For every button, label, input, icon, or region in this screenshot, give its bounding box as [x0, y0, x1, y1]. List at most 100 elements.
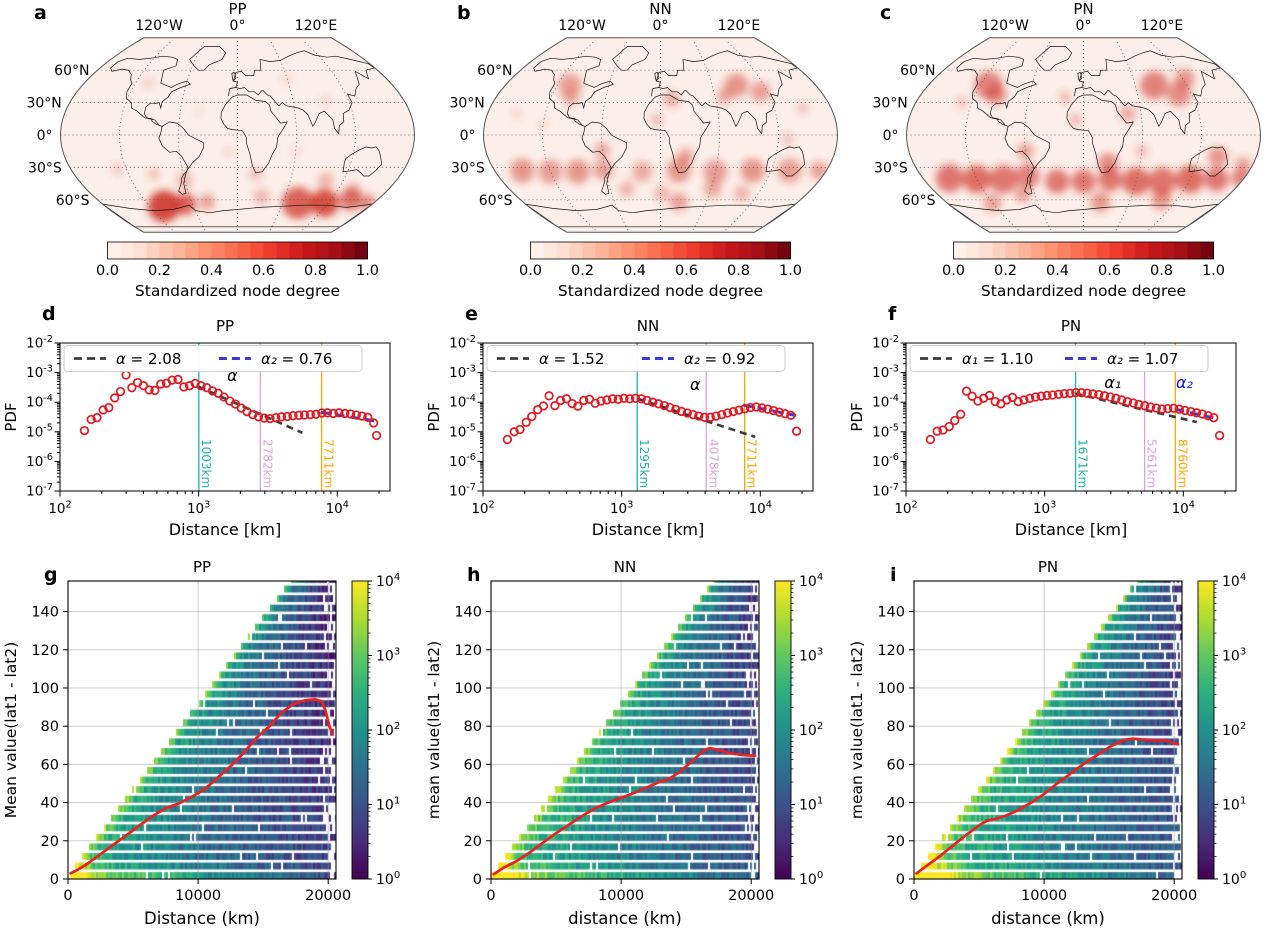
y-axis-label: Mean value(lat1 - lat2) [2, 642, 20, 819]
map-title: PP [228, 0, 246, 18]
panel-letter-c: c [880, 2, 892, 24]
heat-blobs [510, 73, 828, 211]
y-tick-label: 100 [877, 681, 905, 697]
svg-text:103: 103 [1222, 647, 1246, 665]
x-tick-label: 0 [486, 888, 495, 904]
panel-g: g 0 10000 20000 0 20 40 60 80 100 120 140 PP Distanc… [0, 558, 423, 929]
colorbar-tick-label: 1.0 [779, 263, 802, 279]
svg-text:10-5: 10-5 [872, 423, 899, 441]
mean-line [69, 698, 334, 875]
vline-label: 1295km [637, 439, 651, 488]
lon-tick-label: 120°E [1141, 18, 1184, 34]
y-tick-label: 40 [41, 796, 59, 812]
y-axis-label: mean value(lat1 - lat2) [848, 641, 866, 819]
colorbar-tick-label: 0.0 [96, 263, 119, 279]
y-tick-label: 20 [464, 834, 482, 850]
lat-tick-label: 30°S [28, 160, 62, 176]
axis-ticks [486, 611, 752, 884]
lat-tick-label: 30°S [451, 160, 485, 176]
axes-box [490, 580, 760, 880]
panel-e: e NN 1295km 4078km 7711km 102 103 104 10-2 10-3 1… [423, 303, 846, 558]
colorbar-tick-label: 1.0 [356, 263, 379, 279]
lat-tick-label: 30°S [874, 160, 908, 176]
pdf-plot-pn: PN 1671km 5261km 8760km 102 103 104 10-2 10-3 10-… [846, 303, 1269, 558]
slope-annotation: α [690, 375, 701, 394]
y-axis-label: PDF [2, 402, 20, 431]
fit-line [198, 385, 303, 435]
svg-text:102: 102 [48, 499, 71, 517]
colorbar-tick-label: 0.2 [148, 263, 171, 279]
colorbar-tick-label: 0.6 [1098, 263, 1121, 279]
svg-text:104: 104 [799, 572, 823, 590]
map-pp: PP 120°W 0° 120°E 60°N 30°N 0° 30°S 60°S 0.0 0.2 0.… [0, 0, 423, 305]
panel-f: f PN 1671km 5261km 8760km 102 103 104 10-2 10-3 1… [846, 303, 1269, 558]
y-tick-label: 20 [41, 834, 59, 850]
panel-b: b NN 120°W 0° 120°E 60°N 30°N 0° 30°S 60°S 0.0 0.2… [423, 0, 846, 305]
y-tick-label: 0 [896, 872, 905, 888]
slope-annotation: α₁ [1104, 373, 1121, 392]
svg-text:104: 104 [326, 499, 349, 517]
svg-text:10-5: 10-5 [26, 423, 53, 441]
svg-text:10-7: 10-7 [26, 482, 53, 500]
plot-title: NN [614, 558, 636, 576]
legend-label: α = 2.08 [116, 350, 181, 368]
y-tick-label: 60 [887, 757, 905, 773]
scatter-points [502, 391, 802, 445]
plot-title: PN [1038, 558, 1058, 576]
colorbar-tick-label: 0.2 [994, 263, 1017, 279]
panel-c: c PN 120°W 0° 120°E 60°N 30°N 0° 30°S 60°S 0.0 0.2… [846, 0, 1269, 305]
y-tick-label: 60 [41, 757, 59, 773]
svg-text:10-3: 10-3 [26, 363, 53, 381]
pdf-svg-d: PP 1003km 2782km 7711km 102 103 104 10-2 10-3 10-… [2, 317, 391, 539]
x-tick-label: 20000 [305, 888, 351, 904]
legend-label: α₂ = 0.92 [684, 350, 755, 368]
legend-label: α₂ = 1.07 [1107, 350, 1178, 368]
svg-text:100: 100 [799, 870, 823, 888]
svg-text:102: 102 [1222, 721, 1246, 739]
y-axis-label: PDF [848, 402, 866, 431]
svg-text:103: 103 [376, 647, 400, 665]
axes-box [482, 342, 814, 492]
panel-i: i 0 10000 20000 0 20 40 60 80 100 120 140 PN distanc… [846, 558, 1269, 929]
svg-text:101: 101 [376, 796, 400, 814]
svg-text:10-4: 10-4 [872, 393, 899, 411]
lat-tick-label: 30°N [26, 96, 61, 112]
map-outline [905, 37, 1262, 233]
x-tick-label: 10000 [598, 888, 644, 904]
pdf-plot-pp: PP 1003km 2782km 7711km 102 103 104 10-2 10-3 10-… [0, 303, 423, 558]
svg-text:100: 100 [376, 870, 400, 888]
axis-ticks [54, 342, 380, 497]
vline-label: 8760km [1175, 439, 1189, 488]
lat-tick-label: 60°S [56, 193, 90, 209]
x-tick-label: 10000 [175, 888, 221, 904]
gridlines [491, 581, 759, 879]
svg-text:10-2: 10-2 [26, 334, 53, 352]
y-tick-label: 80 [41, 719, 59, 735]
plot-title: PN [1061, 317, 1081, 335]
axis-ticks [900, 342, 1226, 497]
pdf-plot-nn: NN 1295km 4078km 7711km 102 103 104 10-2 10-3 10-… [423, 303, 846, 558]
vline-label: 5261km [1145, 439, 1159, 488]
y-tick-label: 40 [464, 796, 482, 812]
colorbar-tick-label: 0.4 [1046, 263, 1069, 279]
heatmap-canvas-h [491, 581, 759, 879]
lon-tick-label: 0° [1076, 18, 1092, 34]
map-outline [482, 37, 839, 233]
legend: α₁ = 1.10 α₂ = 1.07 [909, 345, 1209, 372]
colorbar-tick-label: 0.2 [571, 263, 594, 279]
slope-annotation: α₂ [1176, 373, 1194, 392]
x-tick-label: 0 [63, 888, 72, 904]
x-tick-label: 20000 [728, 888, 774, 904]
y-tick-label: 100 [31, 681, 59, 697]
axes-box [67, 580, 337, 880]
plot-title: PP [193, 558, 211, 576]
svg-text:10-7: 10-7 [872, 482, 899, 500]
lat-tick-label: 60°N [900, 63, 935, 79]
panel-letter-i: i [890, 564, 897, 586]
heatmap-colorbar: 100 101 102 103 104 [774, 572, 823, 888]
y-tick-label: 120 [454, 643, 482, 659]
colorbar-tick-label: 0.8 [304, 263, 327, 279]
panel-letter-e: e [465, 303, 478, 325]
legend-label: α₂ = 0.76 [261, 350, 332, 368]
